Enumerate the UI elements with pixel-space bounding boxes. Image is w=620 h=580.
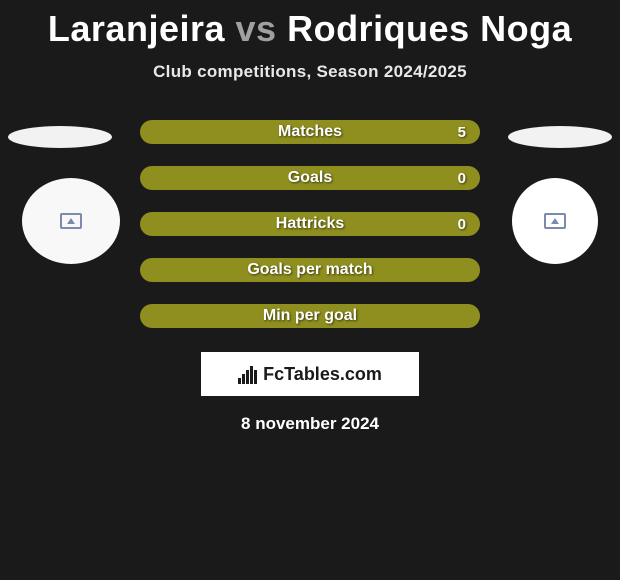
stat-label: Min per goal (263, 307, 357, 325)
avatar-placeholder-left (22, 178, 120, 264)
title-player2: Rodriques Noga (287, 8, 572, 49)
stat-value: 0 (458, 216, 466, 233)
stat-row-hattricks: Hattricks 0 (140, 212, 480, 236)
decoration-ellipse-left (8, 126, 112, 148)
stat-row-goals-per-match: Goals per match (140, 258, 480, 282)
avatar-placeholder-right (512, 178, 598, 264)
stat-row-matches: Matches 5 (140, 120, 480, 144)
brand-logo-icon (238, 364, 257, 384)
brand-text: FcTables.com (263, 364, 382, 385)
footer-date: 8 november 2024 (0, 414, 620, 434)
page-title: Laranjeira vs Rodriques Noga (0, 0, 620, 50)
stat-label: Hattricks (276, 215, 344, 233)
stat-label: Goals per match (247, 261, 372, 279)
stat-value: 0 (458, 170, 466, 187)
image-placeholder-icon (544, 213, 566, 229)
stat-label: Matches (278, 123, 342, 141)
brand-badge: FcTables.com (201, 352, 419, 396)
subtitle: Club competitions, Season 2024/2025 (0, 62, 620, 82)
stat-row-min-per-goal: Min per goal (140, 304, 480, 328)
title-player1: Laranjeira (48, 8, 225, 49)
stat-row-goals: Goals 0 (140, 166, 480, 190)
decoration-ellipse-right (508, 126, 612, 148)
image-placeholder-icon (60, 213, 82, 229)
stat-label: Goals (288, 169, 332, 187)
title-vs: vs (236, 8, 277, 49)
stat-value: 5 (458, 124, 466, 141)
